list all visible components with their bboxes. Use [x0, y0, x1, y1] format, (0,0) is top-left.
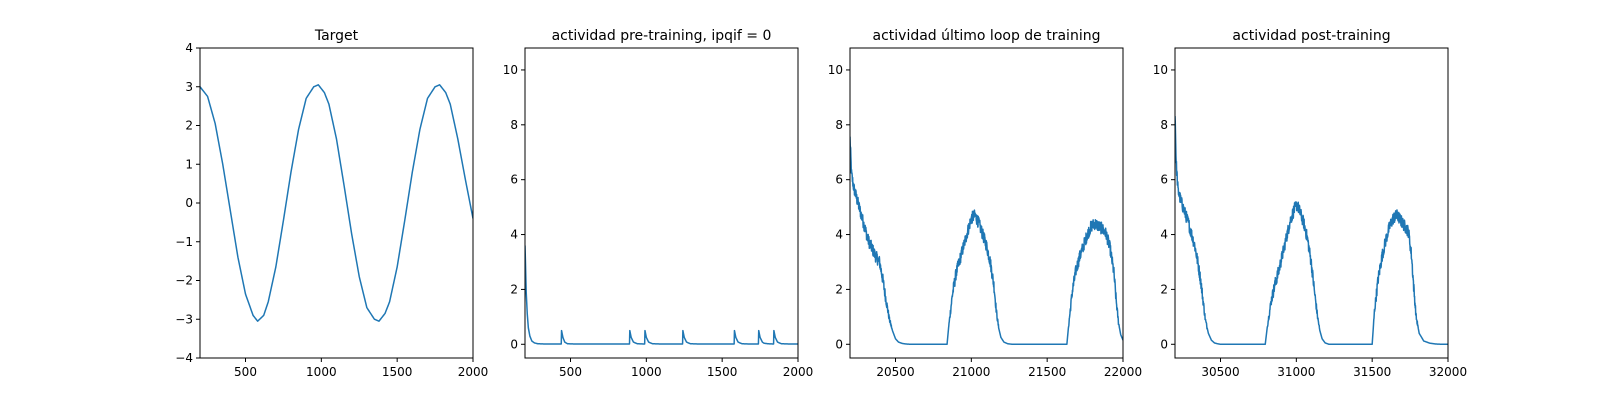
y-tick-label: 3 — [185, 80, 193, 94]
panel-last-training-loop: actividad último loop de training 20500 2… — [828, 28, 1142, 379]
x-tick-label: 2000 — [783, 365, 814, 379]
y-tick-label: −2 — [175, 274, 193, 288]
x-tick-label: 21000 — [952, 365, 990, 379]
y-tick-label: 0 — [835, 337, 843, 351]
x-tick-label: 1500 — [382, 365, 413, 379]
x-tick-label: 20500 — [876, 365, 914, 379]
y-tick-label: −3 — [175, 312, 193, 326]
x-tick-label: 500 — [234, 365, 257, 379]
x-tick-label: 31000 — [1277, 365, 1315, 379]
x-tick-label: 1000 — [306, 365, 337, 379]
x-tick-label: 500 — [559, 365, 582, 379]
y-tick-label: 6 — [1160, 173, 1168, 187]
y-tick-label: 6 — [510, 173, 518, 187]
y-tick-label: 2 — [1160, 282, 1168, 296]
y-tick-label: 8 — [1160, 118, 1168, 132]
y-tick-label: 4 — [1160, 228, 1168, 242]
y-tick-label: 1 — [185, 157, 193, 171]
y-tick-label: 2 — [510, 282, 518, 296]
x-tick-label: 31500 — [1353, 365, 1391, 379]
panel-title: Target — [314, 28, 359, 44]
y-tick-label: 2 — [185, 119, 193, 133]
y-tick-label: −4 — [175, 351, 193, 365]
panel-target: Target 500 1000 1500 2000 −4 −3 −2 −1 0 1 2 3 4 — [175, 28, 488, 379]
y-tick-label: 4 — [185, 41, 193, 55]
x-tick-label: 1000 — [631, 365, 662, 379]
y-tick-label: 0 — [185, 196, 193, 210]
plot-frame — [524, 47, 799, 359]
y-tick-label: 8 — [835, 118, 843, 132]
plot-frame — [849, 47, 1124, 359]
y-tick-label: 10 — [1153, 63, 1168, 77]
y-tick-label: 10 — [828, 63, 843, 77]
y-tick-label: −1 — [175, 235, 193, 249]
x-tick-label: 1500 — [707, 365, 738, 379]
y-tick-label: 8 — [510, 118, 518, 132]
y-tick-label: 10 — [503, 63, 518, 77]
series-line — [1175, 116, 1448, 346]
series-line — [850, 136, 1123, 346]
x-tick-label: 30500 — [1201, 365, 1239, 379]
series-line — [200, 84, 473, 322]
panel-title: actividad pre-training, ipqif = 0 — [552, 28, 772, 44]
panel-pre-training: actividad pre-training, ipqif = 0 500 100… — [503, 28, 814, 379]
y-tick-label: 4 — [835, 228, 843, 242]
series-line — [525, 245, 798, 345]
x-tick-label: 32000 — [1429, 365, 1467, 379]
x-tick-label: 22000 — [1104, 365, 1142, 379]
y-tick-label: 4 — [510, 228, 518, 242]
x-tick-label: 2000 — [458, 365, 489, 379]
plot-frame — [1174, 47, 1449, 359]
y-tick-label: 6 — [835, 173, 843, 187]
panel-post-training: actividad post-training 30500 31000 31500 3… — [1153, 28, 1467, 379]
y-tick-label: 2 — [835, 282, 843, 296]
x-tick-label: 21500 — [1028, 365, 1066, 379]
panel-title: actividad post-training — [1232, 28, 1390, 44]
y-tick-label: 0 — [510, 337, 518, 351]
panel-title: actividad último loop de training — [873, 28, 1101, 44]
y-tick-label: 0 — [1160, 337, 1168, 351]
